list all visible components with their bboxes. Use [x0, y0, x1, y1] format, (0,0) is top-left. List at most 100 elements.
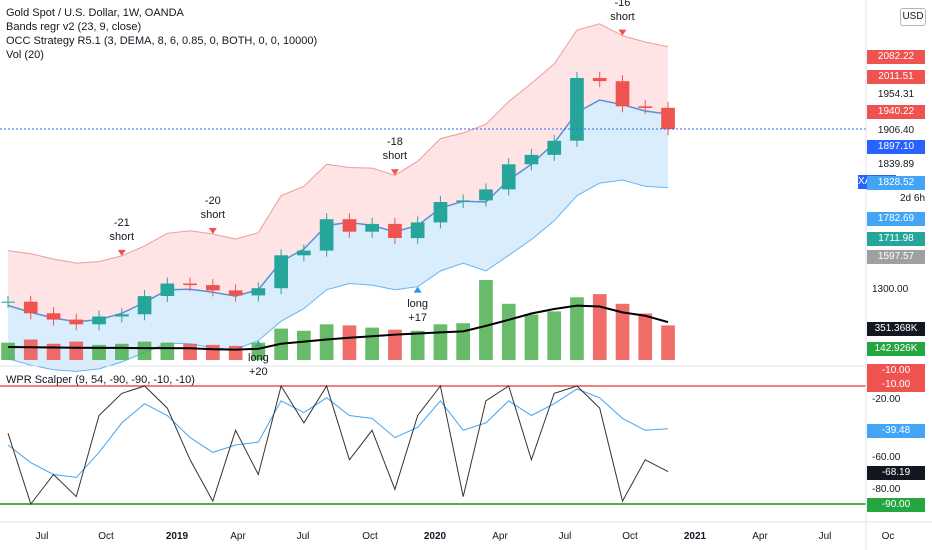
legend-indicator-bands[interactable]: Bands regr v2 (23, 9, close) [6, 21, 142, 33]
volume-bar [524, 314, 539, 360]
signal-label: long +20 [247, 351, 269, 378]
candle-body [115, 314, 129, 317]
signal-label: -18 short [382, 136, 408, 163]
candle-body [137, 296, 152, 315]
volume-bar [570, 297, 584, 360]
candle-body [274, 255, 288, 289]
price-axis-label: 1954.31 [867, 88, 925, 102]
legend-indicator-vol[interactable]: Vol (20) [6, 49, 44, 61]
signal-arrow [618, 29, 627, 36]
signal-label: -21 short [109, 216, 135, 243]
volume-ma-line [7, 304, 669, 351]
price-axis-label: 2011.51 [867, 70, 925, 84]
volume-bar [638, 313, 653, 360]
wpr-axis-label: -10.00 [867, 378, 925, 392]
wpr-fast-line [7, 384, 669, 506]
price-axis-label: 1897.10 [867, 140, 925, 154]
volume-bar [137, 341, 152, 360]
time-axis-label: Apr [752, 531, 768, 542]
volume-bar [160, 342, 175, 360]
volume-bar [342, 325, 357, 360]
volume-bar [46, 343, 61, 360]
legend-symbol[interactable]: Gold Spot / U.S. Dollar, 1W, OANDA [6, 7, 184, 19]
candle-body [206, 285, 220, 291]
time-axis-label: Jul [35, 531, 49, 542]
lower-band-fill [8, 100, 668, 372]
candle-body [251, 288, 266, 296]
volume-bar [433, 324, 448, 360]
price-axis-label: 1711.98 [867, 232, 925, 246]
volume-layer [1, 280, 675, 360]
candle-body [524, 154, 539, 165]
time-axis-label: 2021 [683, 531, 707, 542]
price-axis-label: 2082.22 [867, 50, 925, 64]
volume-bar [183, 343, 197, 360]
signal-label: long +17 [407, 297, 429, 324]
candle-body [433, 202, 448, 223]
candle-body [638, 106, 653, 108]
candle-body [661, 107, 675, 130]
candle-body [570, 78, 584, 141]
wpr-axis-label: -80.00 [872, 484, 901, 495]
wpr-legend[interactable]: WPR Scalper (9, 54, -90, -90, -10, -10) [6, 374, 195, 386]
volume-bar [615, 303, 630, 360]
volume-bar [661, 325, 675, 360]
signal-arrow [208, 227, 217, 234]
volume-bar [115, 343, 129, 360]
volume-bar [479, 280, 493, 360]
wpr-slow-line [7, 388, 669, 478]
volume-bar [228, 345, 243, 360]
upper-band-line [7, 23, 669, 264]
time-axis-label: Jul [558, 531, 572, 542]
volume-bar [456, 323, 470, 360]
candle-body [23, 301, 38, 314]
legend-indicator-occ[interactable]: OCC Strategy R5.1 (3, DEMA, 8, 6, 0.85, … [6, 35, 318, 47]
wpr-axis-label: -60.00 [872, 452, 901, 463]
candle-body [388, 223, 402, 238]
lower-band-line [7, 179, 669, 372]
volume-bar [592, 294, 607, 360]
price-axis-label: 1782.69 [867, 212, 925, 226]
price-axis-label: 1828.52 [867, 176, 925, 190]
price-axis-label: 142.926K [867, 342, 925, 356]
candle-body [1, 301, 15, 303]
time-axis-label: Oc [881, 531, 895, 542]
candle-body [319, 219, 334, 251]
candle-body [342, 219, 357, 232]
volume-bar [501, 303, 516, 360]
time-axis-label: Apr [492, 531, 508, 542]
wpr-axis-label: -20.00 [872, 394, 901, 405]
time-axis-label: Oct [98, 531, 114, 542]
candle-body [46, 313, 61, 320]
wpr-axis-label: -39.48 [867, 424, 925, 438]
signal-arrow [390, 169, 399, 176]
candle-body [297, 250, 311, 256]
volume-bar [410, 330, 425, 360]
volume-bar [547, 311, 562, 360]
wpr-axis-label: -68.19 [867, 466, 925, 480]
price-axis-label: 1839.89 [867, 158, 925, 172]
candle-body [92, 316, 106, 325]
signal-label: -20 short [200, 194, 226, 221]
currency-button[interactable]: USD [900, 8, 926, 26]
volume-bar [365, 327, 379, 360]
candle-body [456, 200, 470, 202]
wpr-axis-label: -90.00 [867, 498, 925, 512]
time-axis-label: Oct [362, 531, 378, 542]
price-axis-label: 351.368K [867, 322, 925, 336]
time-axis-label: Apr [230, 531, 246, 542]
volume-bar [69, 341, 84, 360]
volume-bar [206, 344, 220, 360]
candle-body [228, 290, 243, 296]
chart-legend: Gold Spot / U.S. Dollar, 1W, OANDA Bands… [6, 6, 317, 62]
candle-body [592, 78, 607, 82]
upper-band-fill [8, 23, 668, 322]
candle-layer [1, 72, 675, 331]
band-layer [7, 23, 669, 372]
candle-body [615, 81, 630, 107]
price-axis-label: 1597.57 [867, 250, 925, 264]
candle-body [69, 319, 84, 325]
candle-body [479, 189, 493, 201]
time-axis-label: 2020 [423, 531, 447, 542]
